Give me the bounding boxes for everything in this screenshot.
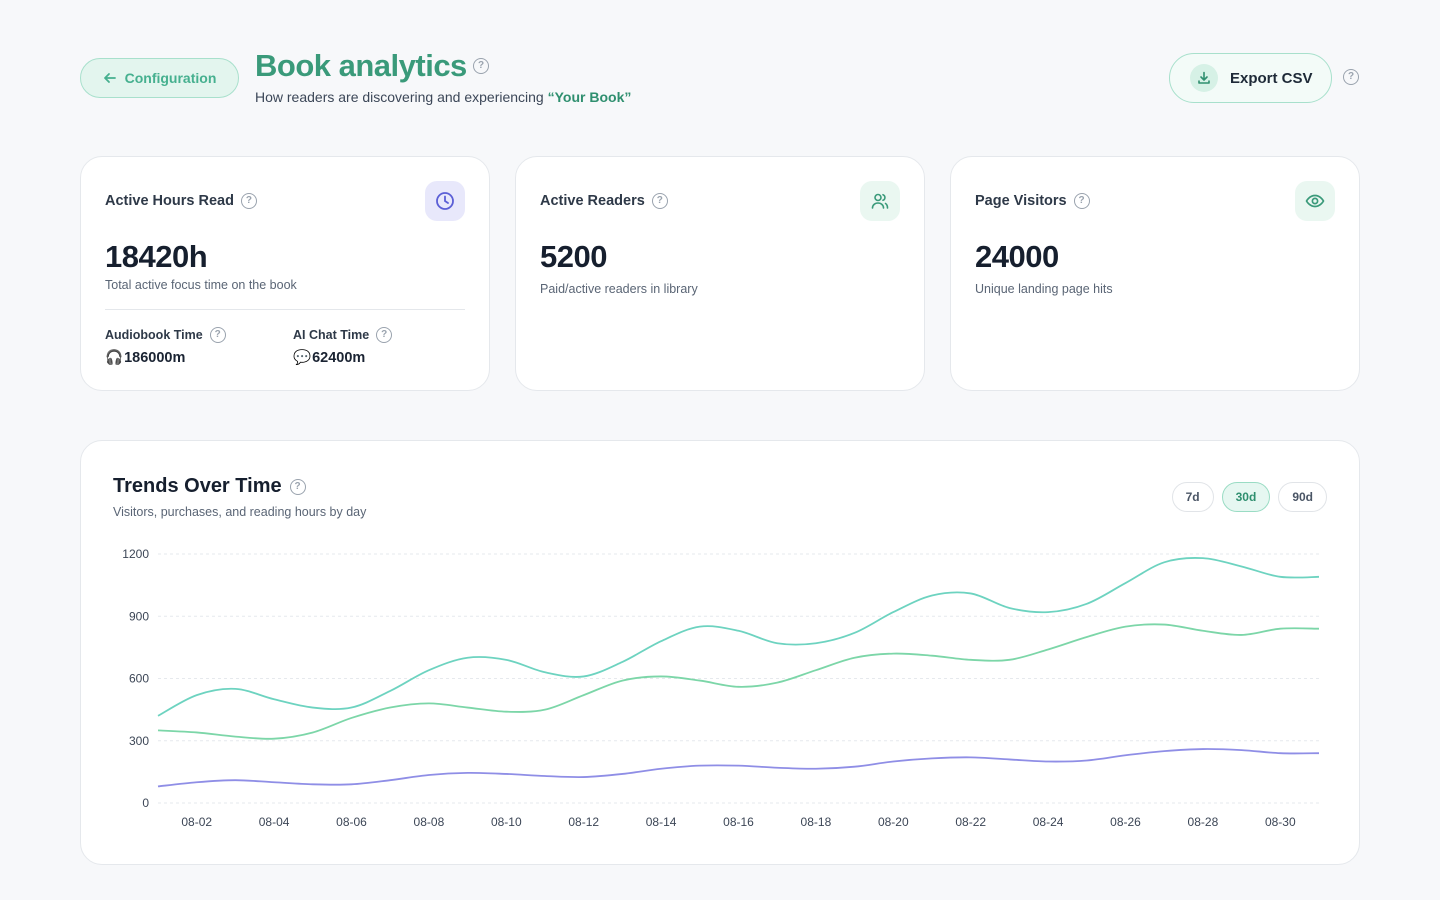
back-button-label: Configuration [124, 70, 217, 86]
x-tick-label: 08-26 [1110, 815, 1141, 829]
page-subtitle: How readers are discovering and experien… [255, 89, 631, 105]
card-value: 5200 [540, 239, 607, 274]
y-tick-label: 0 [142, 796, 149, 810]
stat-card-active-readers: Active Readers ? 5200 Paid/active reader… [515, 156, 925, 391]
card-label-text: Page Visitors [975, 193, 1067, 209]
export-label: Export CSV [1230, 69, 1313, 87]
x-tick-label: 08-12 [568, 815, 599, 829]
card-value: 18420h [105, 239, 208, 274]
y-tick-label: 900 [129, 609, 149, 623]
series-line-1 [157, 623, 1320, 740]
range-7d-button[interactable]: 7d [1171, 482, 1214, 512]
help-icon[interactable]: ? [473, 58, 489, 74]
card-label: Active Hours Read ? [105, 193, 257, 209]
x-tick-label: 08-28 [1188, 815, 1219, 829]
eye-icon [1295, 181, 1335, 221]
sub-stat-value-text: 62400m [312, 349, 366, 366]
arrow-left-icon [103, 73, 116, 83]
chart-subtitle: Visitors, purchases, and reading hours b… [113, 505, 367, 519]
series-line-2 [157, 748, 1320, 788]
headphones-icon: 🎧 [105, 350, 124, 366]
sub-stat-label: Audiobook Time ? [105, 327, 226, 343]
export-csv-button[interactable]: Export CSV [1169, 53, 1332, 103]
card-description: Total active focus time on the book [105, 278, 297, 292]
x-tick-label: 08-02 [181, 815, 212, 829]
stat-card-active-hours: Active Hours Read ? 18420h Total active … [80, 156, 490, 391]
y-tick-label: 300 [129, 734, 149, 748]
users-icon [860, 181, 900, 221]
book-name: “Your Book” [547, 89, 632, 105]
x-tick-label: 08-04 [259, 815, 290, 829]
y-tick-label: 1200 [122, 547, 149, 561]
sub-stat-value: 💬 62400m [293, 349, 392, 367]
series-line-0 [157, 557, 1320, 717]
card-value: 24000 [975, 239, 1059, 274]
help-icon[interactable]: ? [1073, 193, 1090, 209]
range-30d-button[interactable]: 30d [1221, 482, 1271, 512]
x-tick-label: 08-18 [801, 815, 832, 829]
x-tick-label: 08-10 [491, 815, 522, 829]
x-tick-label: 08-24 [1033, 815, 1064, 829]
help-icon[interactable]: ? [209, 327, 226, 343]
sub-stat-ai-chat: AI Chat Time ? 💬 62400m [293, 327, 393, 367]
range-selector: 7d 30d 90d [1171, 482, 1327, 512]
range-90d-button[interactable]: 90d [1278, 482, 1327, 512]
help-icon[interactable]: ? [240, 193, 257, 209]
sub-stat-value: 🎧 186000m [105, 349, 226, 367]
sub-stat-audiobook: Audiobook Time ? 🎧 186000m [105, 327, 226, 366]
card-description: Unique landing page hits [975, 282, 1113, 296]
sub-stat-value-text: 186000m [124, 349, 186, 366]
x-tick-label: 08-20 [878, 815, 909, 829]
stat-card-page-visitors: Page Visitors ? 24000 Unique landing pag… [950, 156, 1360, 391]
divider [105, 309, 465, 310]
sub-stat-label-text: Audiobook Time [105, 328, 203, 342]
subtitle-text: How readers are discovering and experien… [255, 89, 544, 105]
back-to-configuration-button[interactable]: Configuration [80, 58, 239, 98]
card-label: Page Visitors ? [975, 193, 1090, 209]
x-tick-label: 08-06 [336, 815, 367, 829]
help-icon[interactable]: ? [1343, 69, 1359, 85]
x-tick-label: 08-22 [955, 815, 986, 829]
sub-stat-label-text: AI Chat Time [293, 328, 370, 342]
clock-icon [425, 181, 465, 221]
download-icon [1190, 64, 1218, 92]
help-icon[interactable]: ? [376, 327, 393, 343]
trends-line-chart: 0 300 600 900 1200 08-02 08-04 08-06 08-08 08-10 0… [122, 547, 1320, 829]
x-tick-label: 08-30 [1265, 815, 1296, 829]
chart-title: Trends Over Time ? [113, 475, 306, 498]
help-icon[interactable]: ? [651, 193, 668, 209]
x-tick-label: 08-16 [723, 815, 754, 829]
card-label-text: Active Readers [540, 193, 645, 209]
chart-title-text: Trends Over Time [113, 475, 282, 497]
sub-stat-label: AI Chat Time ? [293, 327, 393, 343]
card-label: Active Readers ? [540, 193, 668, 209]
card-label-text: Active Hours Read [105, 193, 234, 209]
help-icon[interactable]: ? [289, 478, 306, 495]
x-tick-label: 08-08 [414, 815, 445, 829]
y-tick-label: 600 [129, 672, 149, 686]
x-tick-label: 08-14 [646, 815, 677, 829]
card-description: Paid/active readers in library [540, 282, 698, 296]
page-title: Book analytics [255, 48, 467, 83]
speech-bubble-icon: 💬 [293, 350, 312, 366]
trends-panel: Trends Over Time ? Visitors, purchases, … [80, 440, 1360, 865]
